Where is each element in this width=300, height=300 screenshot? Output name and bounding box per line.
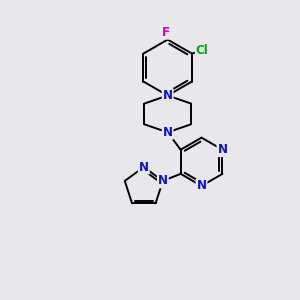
Text: N: N [196, 179, 206, 192]
Text: N: N [218, 143, 227, 156]
Text: N: N [163, 126, 173, 139]
Text: N: N [139, 160, 149, 174]
Text: N: N [163, 89, 173, 102]
Text: Cl: Cl [196, 44, 208, 57]
Text: F: F [162, 26, 170, 39]
Text: N: N [158, 174, 168, 188]
